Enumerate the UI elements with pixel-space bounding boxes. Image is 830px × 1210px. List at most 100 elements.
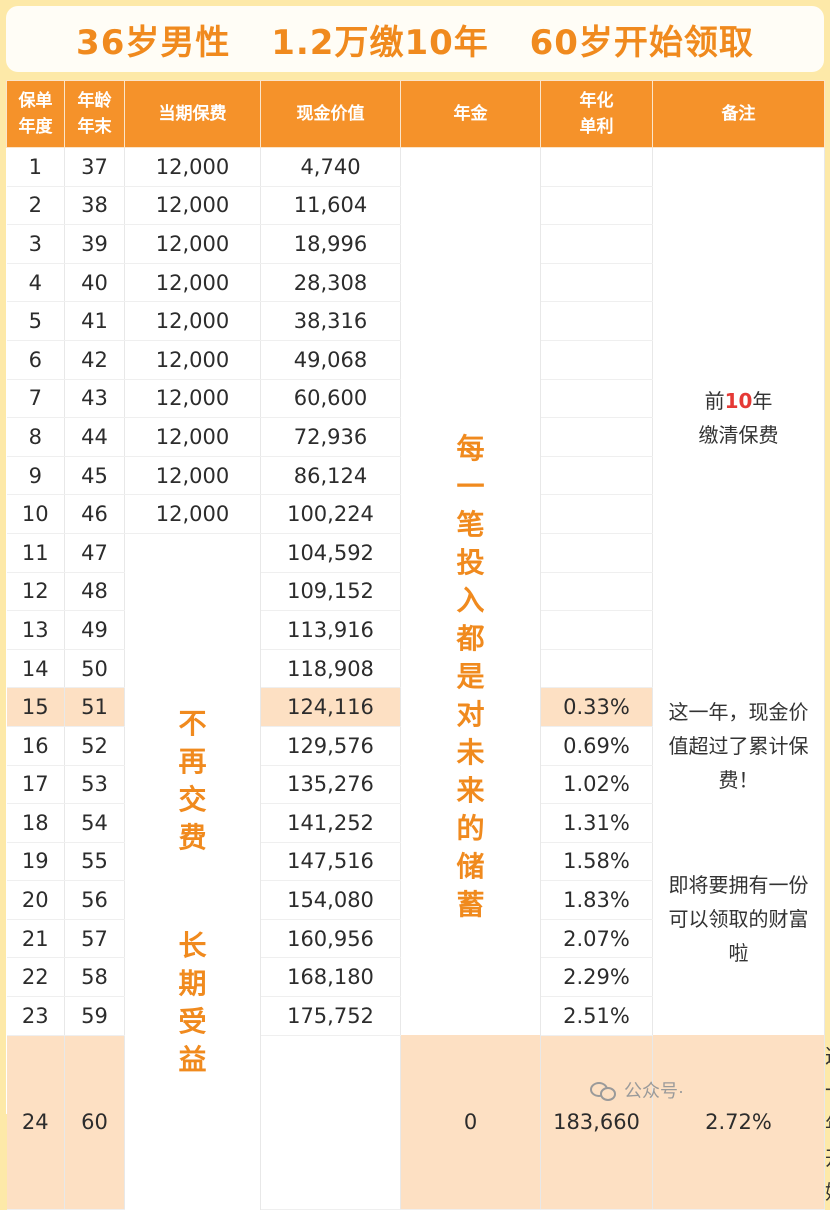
policy-year-cell: 5 bbox=[6, 301, 65, 341]
cash-value-cell: 86,124 bbox=[260, 456, 401, 496]
rate-cell bbox=[540, 224, 653, 264]
vertical-gap bbox=[125, 857, 260, 927]
rate-cell: 2.72% bbox=[652, 1035, 825, 1210]
rate-cell bbox=[540, 186, 653, 226]
rate-cell bbox=[540, 494, 653, 534]
note-line: 缴清保费 bbox=[698, 422, 779, 447]
policy-year-cell: 22 bbox=[6, 957, 65, 998]
cash-value-cell: 113,916 bbox=[260, 610, 401, 650]
table-row: 6 42 12,000 49,068 bbox=[6, 340, 825, 380]
long-term-benefit-char: 益 bbox=[178, 1042, 207, 1076]
annuity-note-char: 笔 bbox=[456, 507, 485, 541]
no-more-payment-char: 交 bbox=[178, 782, 207, 816]
annuity-note-char: 对 bbox=[456, 697, 485, 731]
age-cell: 52 bbox=[64, 726, 125, 766]
cash-value-cell: 160,956 bbox=[260, 919, 401, 959]
no-more-payment-char: 不 bbox=[178, 706, 207, 740]
benefit-table: 保单 年度 年龄 年末 当期保费 现金价值 年金 年化 单利 备注 1 37 12,000… bbox=[6, 80, 830, 1210]
cash-value-cell: 100,224 bbox=[260, 494, 401, 534]
policy-year-cell: 6 bbox=[6, 340, 65, 380]
table-row: 17 53 135,276 1.02% bbox=[6, 765, 825, 805]
cash-value-cell: 72,936 bbox=[260, 417, 401, 457]
header-policy-year: 保单 年度 bbox=[6, 80, 65, 148]
age-cell: 58 bbox=[64, 957, 125, 998]
age-cell: 41 bbox=[64, 301, 125, 341]
age-cell: 51 bbox=[64, 687, 125, 727]
title-banner: 36岁男性 1.2万缴10年 60岁开始领取 bbox=[6, 6, 824, 72]
rate-cell bbox=[540, 456, 653, 496]
table-row: 21 57 160,956 2.07% bbox=[6, 919, 825, 959]
policy-year-cell: 15 bbox=[6, 687, 65, 727]
long-term-benefit-char: 期 bbox=[178, 966, 207, 1000]
annuity-note-char: 一 bbox=[456, 469, 485, 503]
annuity-cell: 183,660 bbox=[540, 1035, 653, 1210]
header-rate: 年化 单利 bbox=[540, 80, 653, 148]
rate-cell: 0.33% bbox=[540, 687, 653, 727]
table-row: 22 58 168,180 2.29% bbox=[6, 957, 825, 998]
note-breakeven: 这一年，现金价值超过了累计保费！ bbox=[652, 687, 825, 804]
table-header-row: 保单 年度 年龄 年末 当期保费 现金价值 年金 年化 单利 备注 bbox=[6, 80, 825, 148]
note-prefix: 前 bbox=[704, 388, 725, 413]
rate-cell bbox=[540, 263, 653, 303]
note-line: 前10年 bbox=[653, 384, 824, 418]
cash-value-cell: 104,592 bbox=[260, 533, 401, 573]
age-cell: 50 bbox=[64, 649, 125, 689]
rate-cell bbox=[540, 533, 653, 573]
age-cell: 54 bbox=[64, 803, 125, 843]
policy-year-cell: 13 bbox=[6, 610, 65, 650]
premium-vertical-note: 不再交费长期受益 bbox=[124, 533, 261, 1210]
cash-value-cell: 118,908 bbox=[260, 649, 401, 689]
rate-cell bbox=[540, 340, 653, 380]
age-cell: 44 bbox=[64, 417, 125, 457]
premium-cell: 12,000 bbox=[124, 186, 261, 226]
table-row: 8 44 12,000 72,936 bbox=[6, 417, 825, 457]
cash-value-cell: 168,180 bbox=[260, 957, 401, 998]
premium-cell: 12,000 bbox=[124, 301, 261, 341]
policy-year-cell: 19 bbox=[6, 842, 65, 882]
premium-cell: 12,000 bbox=[124, 456, 261, 496]
policy-year-cell: 4 bbox=[6, 263, 65, 303]
rate-cell bbox=[540, 610, 653, 650]
note-suffix: 年 bbox=[752, 388, 773, 413]
age-cell: 38 bbox=[64, 186, 125, 226]
table-row: 10 46 12,000 100,224 bbox=[6, 494, 825, 534]
cash-value-cell: 49,068 bbox=[260, 340, 401, 380]
cash-value-cell: 154,080 bbox=[260, 880, 401, 920]
rate-cell: 1.02% bbox=[540, 765, 653, 805]
table-row: 14 50 118,908 bbox=[6, 649, 825, 689]
policy-year-cell: 14 bbox=[6, 649, 65, 689]
table-row: 16 52 129,576 0.69% bbox=[6, 726, 825, 766]
policy-year-cell: 18 bbox=[6, 803, 65, 843]
policy-year-cell: 23 bbox=[6, 996, 65, 1036]
premium-cell: 12,000 bbox=[124, 417, 261, 457]
note-first-ten-years: 前10年缴清保费 bbox=[652, 147, 825, 688]
age-cell: 45 bbox=[64, 456, 125, 496]
policy-year-cell: 10 bbox=[6, 494, 65, 534]
table-row: 20 56 154,080 1.83% bbox=[6, 880, 825, 920]
age-cell: 59 bbox=[64, 996, 125, 1036]
policy-year-cell: 20 bbox=[6, 880, 65, 920]
rate-cell bbox=[540, 649, 653, 689]
table-row: 1 37 12,000 4,740 每一笔投入都是对未来的储蓄前10年 缴清保费 bbox=[6, 147, 825, 1036]
rate-cell bbox=[540, 572, 653, 612]
cash-value-cell: 109,152 bbox=[260, 572, 401, 612]
premium-cell: 12,000 bbox=[124, 263, 261, 303]
rate-cell: 0.69% bbox=[540, 726, 653, 766]
watermark-text: 公众号· bbox=[624, 1081, 684, 1101]
cash-value-cell: 38,316 bbox=[260, 301, 401, 341]
rate-cell: 1.83% bbox=[540, 880, 653, 920]
no-more-payment-text: 不再交费 bbox=[125, 705, 260, 857]
cash-value-cell: 135,276 bbox=[260, 765, 401, 805]
age-cell: 40 bbox=[64, 263, 125, 303]
annuity-note-char: 都 bbox=[456, 621, 485, 655]
cash-value-cell: 18,996 bbox=[260, 224, 401, 264]
cash-value-cell: 60,600 bbox=[260, 379, 401, 419]
table-body: 1 37 12,000 4,740 每一笔投入都是对未来的储蓄前10年 缴清保费 2 38 12… bbox=[6, 147, 830, 1210]
premium-cell: 12,000 bbox=[124, 340, 261, 380]
table-row: 12 48 109,152 bbox=[6, 572, 825, 612]
header-cash-value: 现金价值 bbox=[260, 80, 401, 148]
watermark: 公众号· bbox=[590, 1070, 820, 1110]
cash-value-cell: 28,308 bbox=[260, 263, 401, 303]
age-cell: 55 bbox=[64, 842, 125, 882]
policy-year-cell: 8 bbox=[6, 417, 65, 457]
